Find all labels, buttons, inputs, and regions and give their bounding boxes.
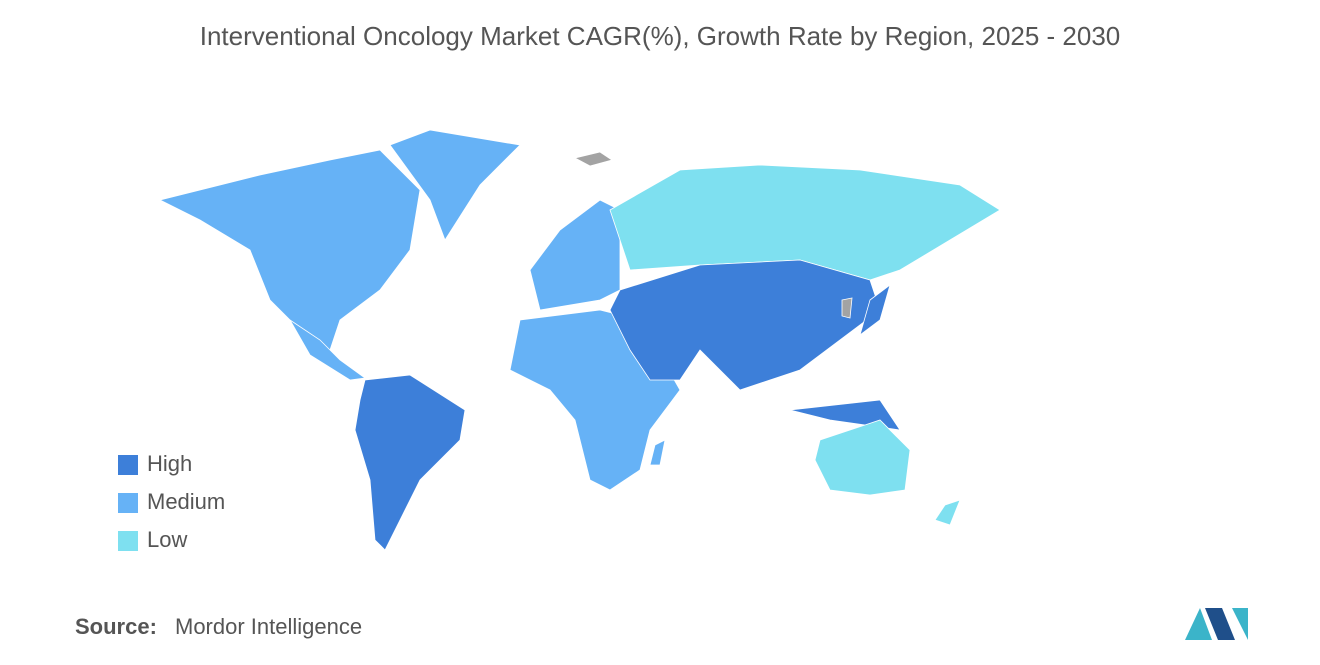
- central-america: [289, 319, 367, 381]
- asia: [609, 259, 881, 391]
- legend-label: Medium: [147, 489, 225, 514]
- world-map: [158, 129, 1001, 551]
- logo-shape: [1232, 608, 1248, 640]
- source-text: Mordor Intelligence: [175, 614, 362, 639]
- madagascar: [649, 439, 666, 466]
- japan: [859, 283, 891, 337]
- title: Interventional Oncology Market CAGR(%), …: [200, 21, 1121, 51]
- legend-label: High: [147, 451, 192, 476]
- australia: [814, 419, 911, 496]
- new-zealand: [934, 499, 961, 526]
- logo-shape: [1185, 608, 1212, 640]
- korea: [841, 297, 853, 319]
- legend: High Medium Low: [118, 451, 225, 552]
- logo-shape: [1205, 608, 1235, 640]
- europe: [529, 199, 621, 311]
- legend-swatch: [118, 531, 138, 551]
- source-label: Source:: [75, 614, 157, 639]
- legend-swatch: [118, 455, 138, 475]
- legend-label: Low: [147, 527, 187, 552]
- svalbard: [573, 151, 613, 167]
- legend-swatch: [118, 493, 138, 513]
- logo: [1185, 608, 1248, 640]
- greenland: [389, 129, 521, 241]
- south-america: [354, 374, 466, 551]
- north-america: [158, 149, 421, 371]
